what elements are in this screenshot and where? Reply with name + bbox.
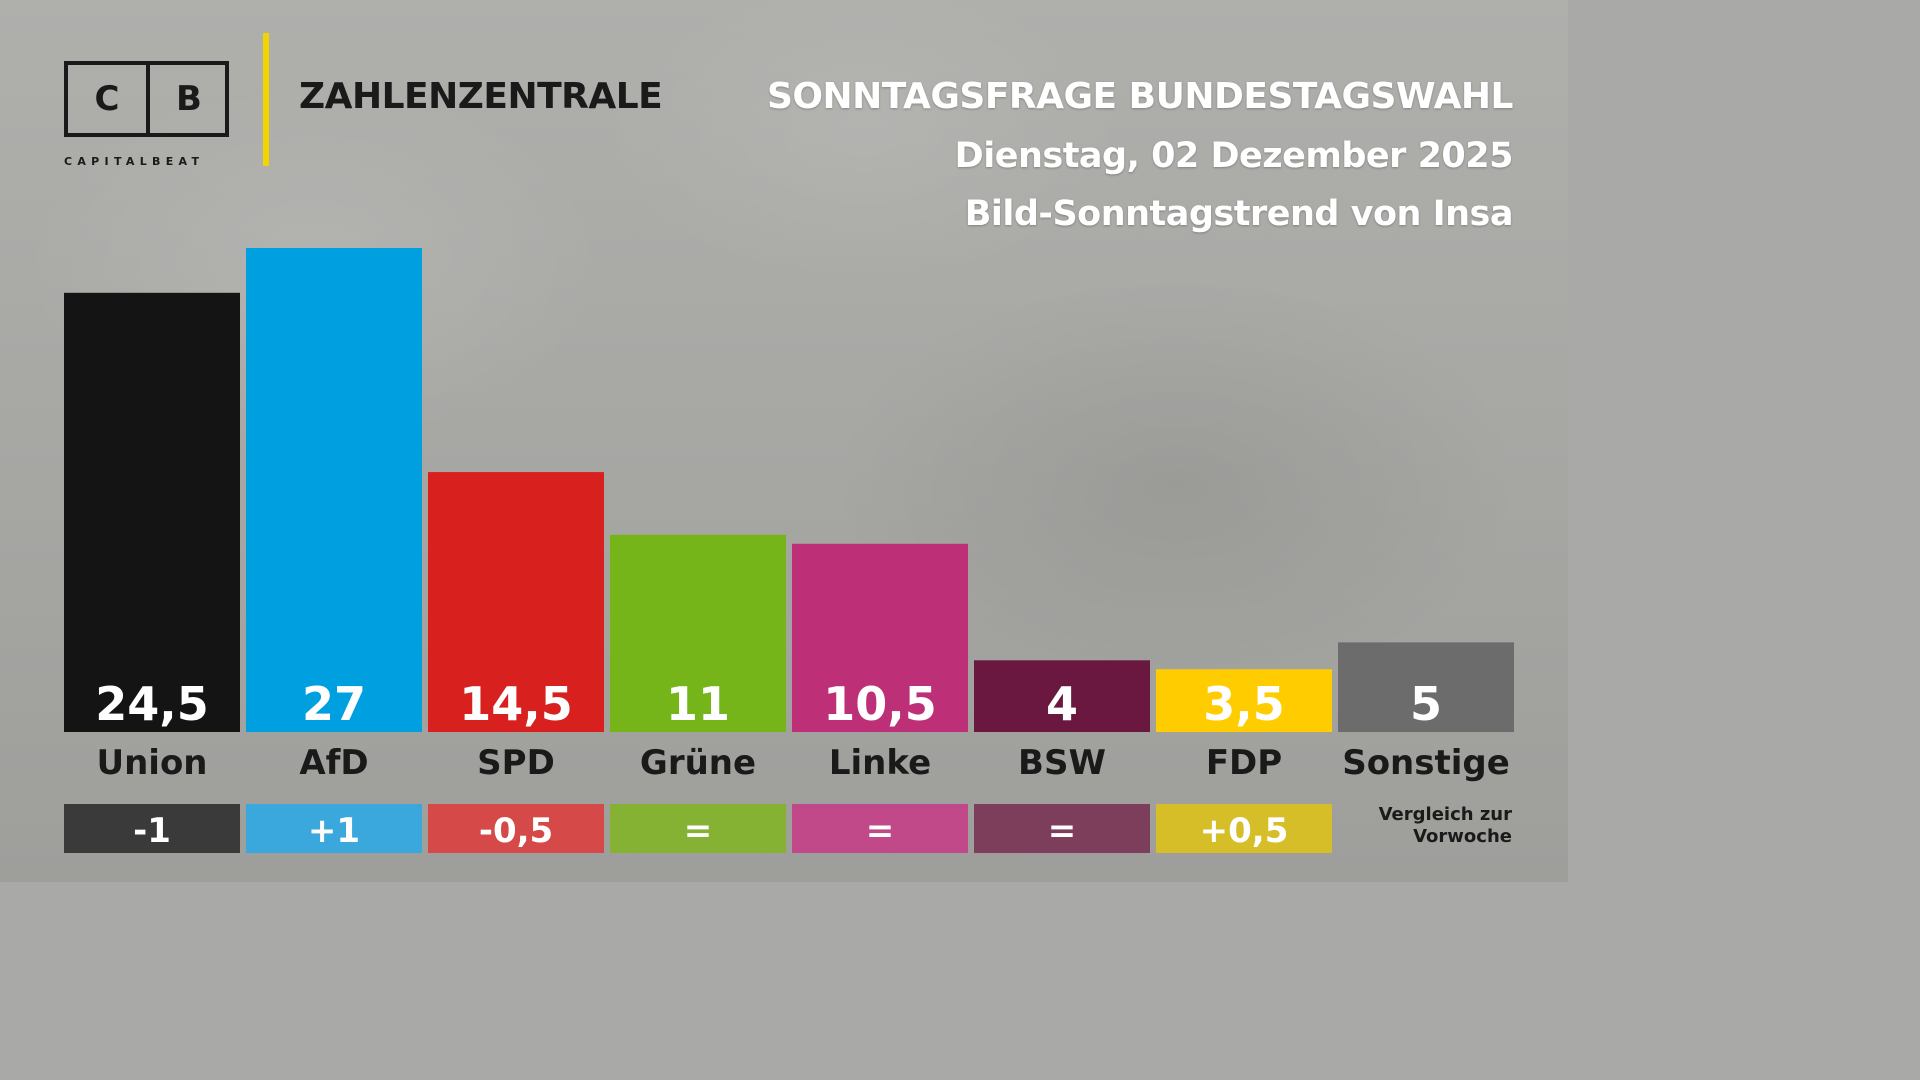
- category-label-spd: SPD: [477, 743, 555, 783]
- change-label-fdp: +0,5: [1200, 811, 1289, 851]
- change-box-linke: [792, 804, 968, 853]
- comparison-note: Vergleich zur Vorwoche: [1378, 804, 1512, 847]
- category-label-linke: Linke: [829, 743, 931, 783]
- chart-source: Bild-Sonntagstrend von Insa: [964, 194, 1514, 234]
- bar-fdp: [1156, 669, 1332, 732]
- bar-linke: [792, 543, 968, 732]
- bar-spd: [428, 472, 604, 732]
- change-label-spd: -0,5: [479, 811, 553, 851]
- change-label-bsw: =: [1048, 811, 1077, 851]
- category-label-afd: AfD: [299, 743, 368, 783]
- change-label-linke: =: [866, 811, 895, 851]
- value-label-grüne: 11: [666, 677, 730, 731]
- bar-chart: 24,5 Union -1 27 AfD +1 14,5 SPD -0,5 11 Grüne = 10,…: [64, 248, 1514, 853]
- value-label-linke: 10,5: [823, 677, 937, 731]
- chart-title: SONNTAGSFRAGE BUNDESTAGSWAHL: [766, 76, 1514, 117]
- bar-sonstige: [1338, 642, 1514, 732]
- change-box-fdp: [1156, 804, 1332, 853]
- logo-letter-b: B: [176, 79, 202, 119]
- bar-grüne: [610, 534, 786, 732]
- change-box-afd: [246, 804, 422, 853]
- category-label-fdp: FDP: [1206, 743, 1282, 783]
- value-label-sonstige: 5: [1410, 677, 1442, 731]
- category-label-grüne: Grüne: [640, 743, 756, 783]
- logo-subtitle: CAPITALBEAT: [64, 155, 205, 168]
- bar-afd: [246, 248, 422, 732]
- category-label-union: Union: [96, 743, 207, 783]
- section-title: ZAHLENZENTRALE: [299, 76, 663, 117]
- logo-letter-c: C: [94, 79, 120, 119]
- category-label-bsw: BSW: [1018, 743, 1106, 783]
- value-label-fdp: 3,5: [1203, 677, 1285, 731]
- value-label-bsw: 4: [1046, 677, 1078, 731]
- change-box-grüne: [610, 804, 786, 853]
- change-label-afd: +1: [308, 811, 360, 851]
- capitalbeat-logo: C B: [64, 61, 229, 137]
- change-box-spd: [428, 804, 604, 853]
- category-label-sonstige: Sonstige: [1342, 743, 1510, 783]
- logo-divider: [146, 65, 150, 133]
- bar-union: [64, 292, 240, 732]
- value-label-union: 24,5: [95, 677, 209, 731]
- change-box-bsw: [974, 804, 1150, 853]
- change-label-union: -1: [133, 811, 171, 851]
- value-label-afd: 27: [302, 677, 366, 731]
- chart-date: Dienstag, 02 Dezember 2025: [954, 136, 1514, 176]
- change-label-grüne: =: [684, 811, 713, 851]
- change-box-union: [64, 804, 240, 853]
- value-label-spd: 14,5: [459, 677, 573, 731]
- bar-bsw: [974, 660, 1150, 732]
- accent-divider: [263, 33, 269, 166]
